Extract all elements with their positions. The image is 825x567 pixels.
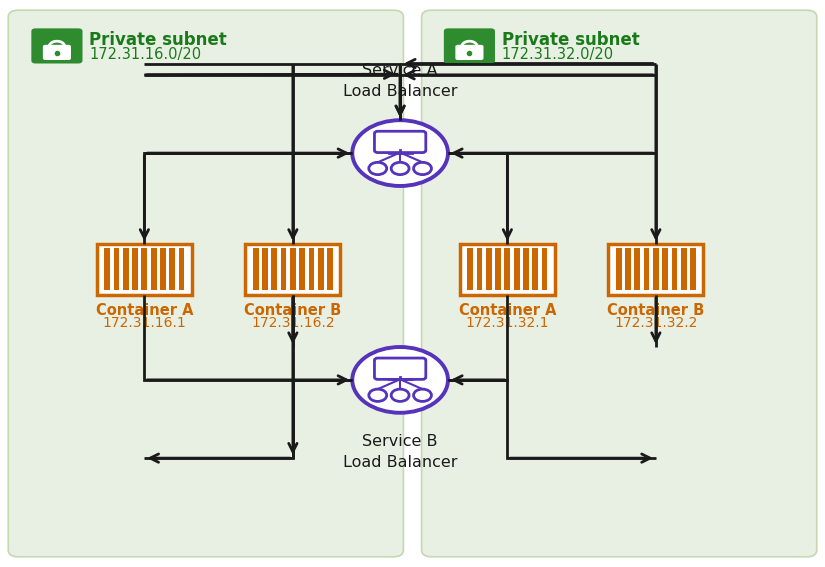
FancyBboxPatch shape <box>299 248 305 290</box>
FancyBboxPatch shape <box>653 248 659 290</box>
FancyBboxPatch shape <box>271 248 277 290</box>
Text: Private subnet: Private subnet <box>89 31 227 49</box>
FancyBboxPatch shape <box>662 248 668 290</box>
Circle shape <box>352 120 448 186</box>
FancyBboxPatch shape <box>486 248 492 290</box>
Text: Service B
Load Balancer: Service B Load Balancer <box>343 434 457 471</box>
FancyBboxPatch shape <box>681 248 686 290</box>
FancyBboxPatch shape <box>532 248 538 290</box>
FancyBboxPatch shape <box>495 248 501 290</box>
Text: 172.31.32.1: 172.31.32.1 <box>465 316 549 330</box>
FancyBboxPatch shape <box>422 10 817 557</box>
FancyBboxPatch shape <box>609 244 703 295</box>
Text: 172.31.16.1: 172.31.16.1 <box>102 316 186 330</box>
Circle shape <box>413 389 431 401</box>
Circle shape <box>391 389 409 401</box>
FancyBboxPatch shape <box>114 248 120 290</box>
FancyBboxPatch shape <box>625 248 631 290</box>
FancyBboxPatch shape <box>467 248 474 290</box>
FancyBboxPatch shape <box>477 248 483 290</box>
FancyBboxPatch shape <box>309 248 314 290</box>
FancyBboxPatch shape <box>523 248 529 290</box>
FancyBboxPatch shape <box>672 248 677 290</box>
FancyBboxPatch shape <box>43 45 71 60</box>
Text: Container B: Container B <box>607 303 705 318</box>
FancyBboxPatch shape <box>246 244 340 295</box>
FancyBboxPatch shape <box>280 248 286 290</box>
FancyBboxPatch shape <box>104 248 111 290</box>
FancyBboxPatch shape <box>444 28 495 64</box>
FancyBboxPatch shape <box>690 248 696 290</box>
FancyBboxPatch shape <box>8 10 403 557</box>
FancyBboxPatch shape <box>460 244 554 295</box>
Text: 172.31.16.2: 172.31.16.2 <box>251 316 335 330</box>
Circle shape <box>391 162 409 175</box>
Circle shape <box>369 389 387 401</box>
FancyBboxPatch shape <box>31 28 82 64</box>
FancyBboxPatch shape <box>262 248 268 290</box>
Text: Private subnet: Private subnet <box>502 31 639 49</box>
FancyBboxPatch shape <box>160 248 166 290</box>
FancyBboxPatch shape <box>504 248 511 290</box>
FancyBboxPatch shape <box>615 248 622 290</box>
Text: 172.31.32.2: 172.31.32.2 <box>614 316 698 330</box>
Text: Service A
Load Balancer: Service A Load Balancer <box>343 62 457 99</box>
FancyBboxPatch shape <box>541 248 548 290</box>
Text: Container B: Container B <box>244 303 342 318</box>
FancyBboxPatch shape <box>169 248 175 290</box>
FancyBboxPatch shape <box>644 248 649 290</box>
Circle shape <box>413 162 431 175</box>
Text: Container A: Container A <box>459 303 556 318</box>
FancyBboxPatch shape <box>455 45 483 60</box>
FancyBboxPatch shape <box>97 244 191 295</box>
FancyBboxPatch shape <box>141 248 148 290</box>
FancyBboxPatch shape <box>123 248 129 290</box>
FancyBboxPatch shape <box>290 248 296 290</box>
FancyBboxPatch shape <box>132 248 138 290</box>
FancyBboxPatch shape <box>318 248 323 290</box>
Circle shape <box>352 347 448 413</box>
Text: Container A: Container A <box>96 303 193 318</box>
FancyBboxPatch shape <box>375 358 426 379</box>
Circle shape <box>369 162 387 175</box>
FancyBboxPatch shape <box>252 248 259 290</box>
Text: 172.31.32.0/20: 172.31.32.0/20 <box>502 48 614 62</box>
FancyBboxPatch shape <box>178 248 184 290</box>
FancyBboxPatch shape <box>634 248 640 290</box>
FancyBboxPatch shape <box>375 131 426 153</box>
FancyBboxPatch shape <box>327 248 332 290</box>
Text: 172.31.16.0/20: 172.31.16.0/20 <box>89 48 201 62</box>
FancyBboxPatch shape <box>151 248 157 290</box>
FancyBboxPatch shape <box>514 248 520 290</box>
